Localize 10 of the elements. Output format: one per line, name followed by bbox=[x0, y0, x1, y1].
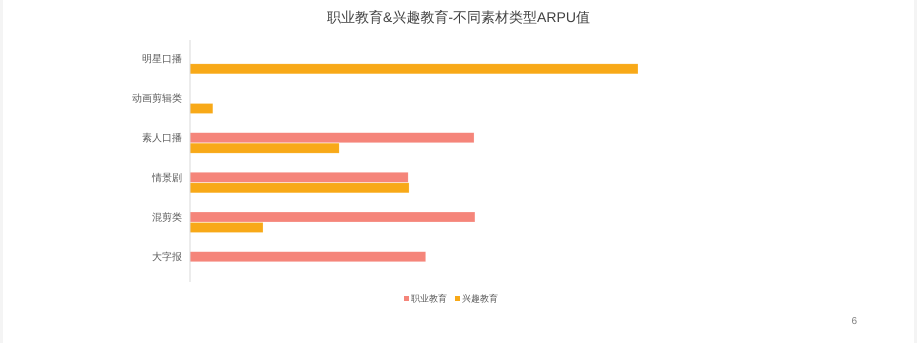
ytick: 混剪类 bbox=[152, 212, 182, 224]
annotation: 6 bbox=[851, 316, 857, 327]
ytick: 明星口播 bbox=[142, 54, 182, 65]
ytick: 情景剧 bbox=[152, 172, 182, 184]
ytick: 动画剪辑类 bbox=[132, 94, 182, 104]
title: 职业教育&兴趣教育-不同素材类型ARPU值 bbox=[327, 9, 590, 25]
legend: 职业教育 bbox=[411, 294, 447, 304]
legend: 兴趣教育 bbox=[462, 294, 498, 304]
ytick: 素人口播 bbox=[142, 133, 182, 144]
ytick: 大字报 bbox=[152, 252, 182, 264]
